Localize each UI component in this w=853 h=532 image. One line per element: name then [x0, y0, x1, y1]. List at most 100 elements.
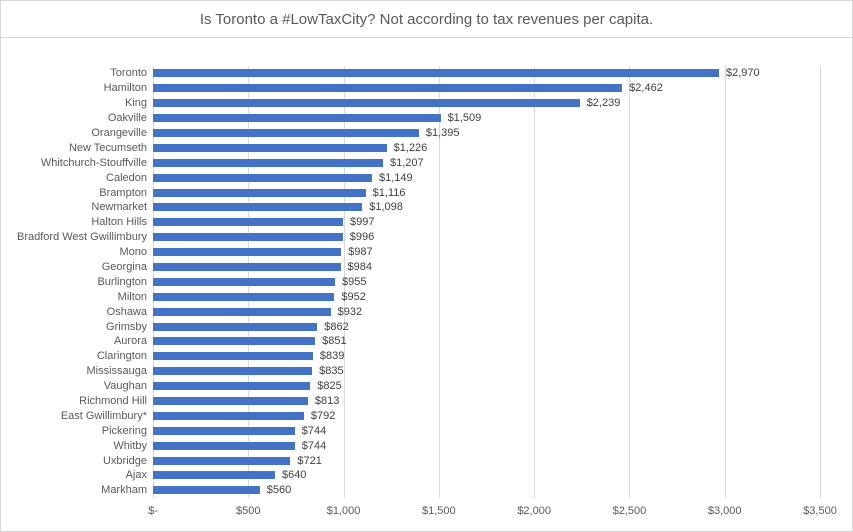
category-label: Whitby: [113, 439, 147, 452]
value-axis-tick-label: $2,000: [517, 505, 551, 517]
data-label: $721: [297, 454, 322, 467]
bar-row: $987: [153, 245, 820, 260]
bar: [153, 307, 331, 316]
category-label: Uxbridge: [102, 454, 147, 467]
value-axis-tick-label: $-: [148, 505, 158, 517]
bar: [153, 173, 372, 182]
bar-row: $744: [153, 423, 820, 438]
bar: [153, 352, 313, 361]
value-axis-tick-label: $500: [236, 505, 261, 517]
data-label: $2,239: [586, 97, 621, 110]
bar-row: $2,462: [153, 81, 820, 96]
bar-row: $721: [153, 453, 820, 468]
bar: [153, 471, 275, 480]
category-label: East Gwillimbury*: [60, 409, 147, 422]
bar-row: $2,239: [153, 96, 820, 111]
data-label: $955: [341, 275, 367, 288]
bar-row: $1,509: [153, 111, 820, 126]
data-label: $835: [319, 365, 344, 378]
value-axis-tick-label: $3,000: [707, 505, 742, 517]
category-label: Bradford West Gwillimbury: [17, 231, 147, 244]
bar-row: $984: [153, 260, 820, 275]
bar: [153, 292, 335, 301]
data-label: $839: [319, 350, 345, 363]
bar: [153, 277, 335, 286]
data-label: $813: [314, 395, 340, 408]
category-label: Richmond Hill: [79, 395, 147, 408]
bar-row: $1,226: [153, 140, 820, 155]
bar-row: $1,395: [153, 126, 820, 141]
gridline: [438, 66, 440, 498]
bar: [153, 486, 260, 495]
chart-title: Is Toronto a #LowTaxCity? Not according …: [1, 1, 852, 38]
bar: [153, 203, 363, 212]
category-label: Oakville: [107, 112, 147, 125]
data-label: $1,149: [378, 171, 413, 184]
plot-wrap: $2,970 $2,462 $2,239 $1,509 $1,395 $1,226 $1,2…: [148, 66, 837, 530]
data-label: $996: [349, 231, 375, 244]
category-label: Milton: [117, 290, 147, 303]
bar: [153, 337, 316, 346]
category-label: Burlington: [97, 275, 147, 288]
bar: [153, 218, 343, 227]
category-label: Clarington: [96, 350, 147, 363]
category-label: Oshawa: [106, 305, 147, 318]
bar-row: $1,098: [153, 200, 820, 215]
data-label: $862: [324, 320, 349, 333]
category-label: Toronto: [110, 67, 147, 80]
bar: [153, 129, 419, 137]
data-label: $987: [348, 246, 373, 259]
bar-row: $862: [153, 319, 820, 334]
bar: [153, 411, 304, 420]
bar-row: $996: [153, 230, 820, 245]
bar-row: $932: [153, 304, 820, 319]
bar: [153, 233, 343, 242]
chart-body: Toronto Hamilton King Oakville Orangeville Ne…: [1, 66, 852, 530]
data-label: $932: [337, 305, 363, 318]
category-label: Mono: [119, 246, 147, 259]
data-label: $1,098: [369, 201, 403, 214]
bar-row: $952: [153, 289, 820, 304]
bar: [153, 143, 387, 152]
bar-row: $955: [153, 274, 820, 289]
category-label: Vaughan: [103, 380, 147, 393]
category-label: Brampton: [99, 186, 147, 199]
value-axis-tick-label: $2,500: [612, 505, 647, 517]
bar: [153, 367, 313, 376]
bar-row: $851: [153, 334, 820, 349]
bar: [153, 248, 342, 257]
bar: [153, 322, 318, 331]
category-label: Halton Hills: [91, 216, 147, 229]
bar-row: $1,207: [153, 155, 820, 170]
category-axis-labels: Toronto Hamilton King Oakville Orangeville Ne…: [1, 66, 153, 498]
data-label: $744: [301, 439, 327, 452]
category-label: Hamilton: [103, 82, 147, 95]
data-label: $997: [349, 216, 375, 229]
gridline: [534, 66, 536, 498]
category-label: Pickering: [101, 424, 147, 437]
bar: [153, 263, 341, 272]
data-label: $825: [317, 380, 342, 393]
bar: [153, 382, 311, 391]
category-label: Aurora: [113, 335, 147, 348]
bar-row: $2,970: [153, 66, 820, 81]
value-axis-tick-label: $3,500: [803, 505, 837, 517]
data-label: $851: [322, 335, 347, 348]
bar: [153, 188, 366, 197]
gridline: [724, 66, 726, 498]
data-label: $2,970: [725, 67, 760, 80]
gridline: [820, 66, 821, 498]
bar-row: $1,116: [153, 185, 820, 200]
category-label: Orangeville: [91, 127, 147, 139]
bar: [153, 69, 719, 78]
category-label: Newmarket: [91, 201, 147, 214]
gridline: [629, 66, 631, 498]
data-label: $984: [347, 261, 372, 274]
category-label: Georgina: [101, 261, 147, 274]
bar-row: $560: [153, 483, 820, 498]
category-label: Grimsby: [106, 320, 147, 333]
value-axis-tick-label: $1,500: [422, 505, 456, 517]
category-label: Whitchurch-Stouffville: [40, 156, 147, 169]
data-label: $1,116: [372, 186, 406, 199]
